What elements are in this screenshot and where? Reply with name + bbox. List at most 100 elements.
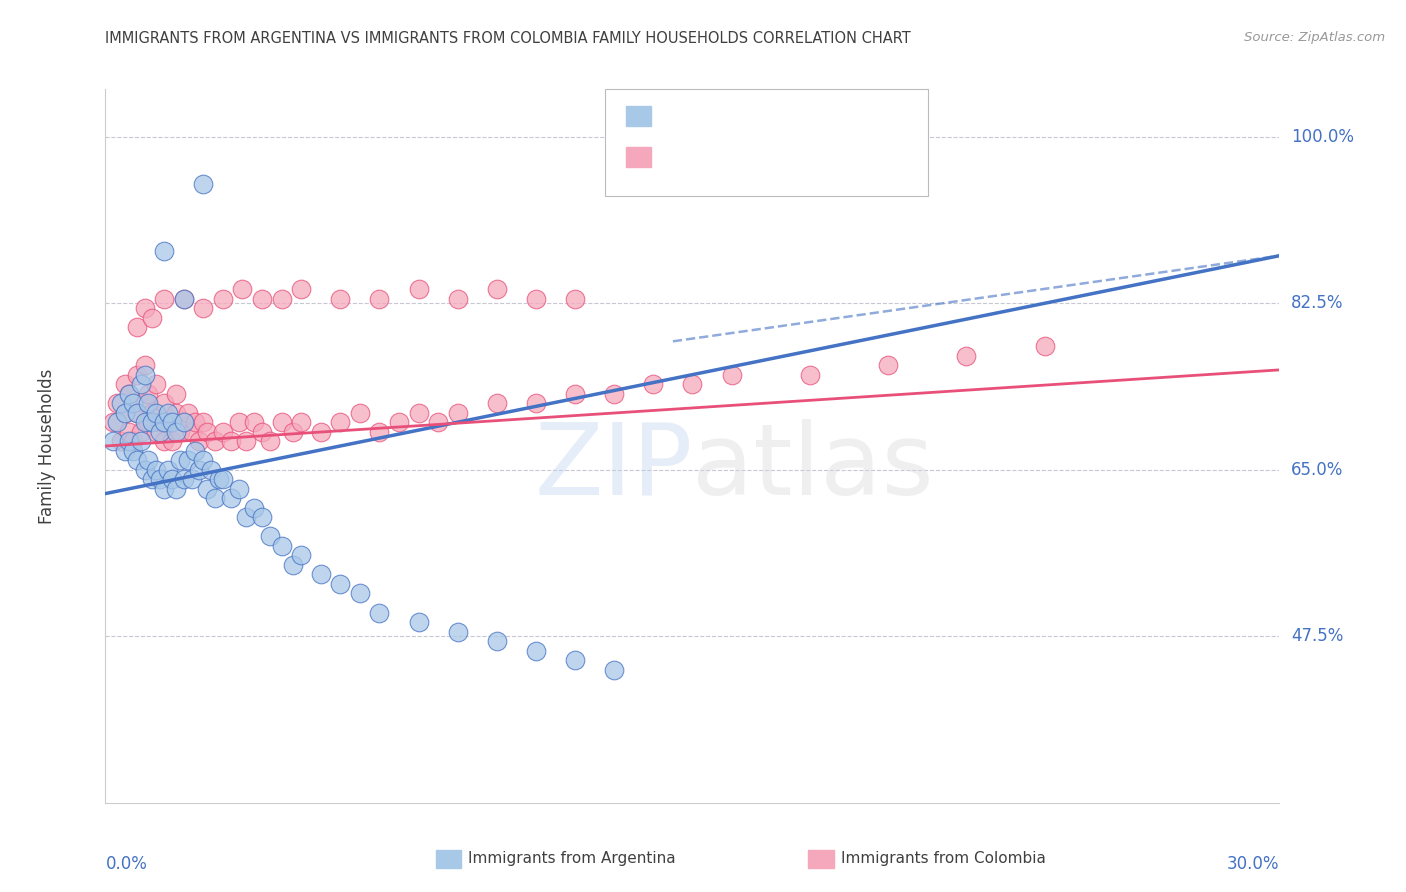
Point: [193, 415, 215, 429]
Point: [141, 406, 163, 420]
Point: [138, 415, 160, 429]
Point: [193, 178, 215, 192]
Point: [141, 472, 163, 486]
Point: [259, 529, 281, 543]
Point: [121, 434, 143, 449]
Point: [228, 482, 250, 496]
Point: [165, 406, 187, 420]
Point: [799, 368, 821, 382]
Point: [250, 510, 273, 524]
Point: [105, 415, 128, 429]
Point: [204, 434, 226, 449]
Point: [524, 643, 547, 657]
Point: [643, 377, 665, 392]
Point: [204, 491, 226, 506]
Point: [180, 472, 202, 486]
Point: [200, 463, 222, 477]
Point: [446, 624, 468, 639]
Point: [138, 386, 160, 401]
Point: [145, 406, 167, 420]
Point: [121, 443, 143, 458]
Point: [134, 358, 156, 372]
Point: [329, 415, 352, 429]
Point: [408, 615, 430, 629]
Point: [165, 482, 187, 496]
Point: [114, 406, 136, 420]
Text: Family Households: Family Households: [38, 368, 56, 524]
Point: [349, 586, 371, 600]
Point: [283, 425, 305, 439]
Point: [524, 396, 547, 410]
Point: [290, 415, 312, 429]
Point: [110, 396, 132, 410]
Point: [103, 415, 125, 429]
Point: [329, 577, 352, 591]
Point: [118, 386, 141, 401]
Point: [250, 292, 273, 306]
Point: [349, 406, 371, 420]
Text: R = 0.114: R = 0.114: [659, 148, 742, 166]
Point: [283, 558, 305, 572]
Point: [134, 368, 156, 382]
Point: [114, 406, 136, 420]
Point: [243, 415, 266, 429]
Text: Source: ZipAtlas.com: Source: ZipAtlas.com: [1244, 31, 1385, 45]
Point: [720, 368, 742, 382]
Point: [121, 396, 143, 410]
Point: [270, 415, 292, 429]
Point: [388, 415, 411, 429]
Point: [118, 425, 141, 439]
Point: [235, 510, 257, 524]
Point: [235, 434, 257, 449]
Point: [180, 425, 202, 439]
Point: [877, 358, 900, 372]
Point: [243, 500, 266, 515]
Point: [309, 425, 332, 439]
Point: [118, 434, 141, 449]
Point: [169, 425, 191, 439]
Point: [603, 386, 626, 401]
Point: [157, 415, 180, 429]
Point: [270, 292, 292, 306]
Point: [134, 301, 156, 315]
Point: [145, 377, 167, 392]
Point: [564, 653, 586, 667]
Point: [250, 425, 273, 439]
Point: [149, 425, 172, 439]
Point: [129, 377, 152, 392]
Point: [129, 425, 152, 439]
Point: [134, 396, 156, 410]
Point: [173, 415, 195, 429]
Text: IMMIGRANTS FROM ARGENTINA VS IMMIGRANTS FROM COLOMBIA FAMILY HOUSEHOLDS CORRELAT: IMMIGRANTS FROM ARGENTINA VS IMMIGRANTS …: [105, 31, 911, 46]
Point: [408, 282, 430, 296]
Point: [173, 472, 195, 486]
Point: [219, 491, 242, 506]
Text: 30.0%: 30.0%: [1227, 855, 1279, 873]
Point: [125, 368, 148, 382]
Point: [176, 406, 198, 420]
Point: [114, 443, 136, 458]
Point: [485, 282, 508, 296]
Text: 100.0%: 100.0%: [1291, 128, 1354, 145]
Point: [329, 292, 352, 306]
Point: [149, 415, 172, 429]
Text: 65.0%: 65.0%: [1291, 461, 1344, 479]
Point: [193, 301, 215, 315]
Point: [368, 606, 391, 620]
Text: Immigrants from Colombia: Immigrants from Colombia: [841, 852, 1046, 866]
Point: [955, 349, 977, 363]
Text: N = 82: N = 82: [794, 148, 856, 166]
Point: [160, 415, 183, 429]
Text: atlas: atlas: [692, 419, 934, 516]
Point: [134, 463, 156, 477]
Point: [153, 482, 176, 496]
Point: [173, 292, 195, 306]
Point: [173, 292, 195, 306]
Point: [118, 386, 141, 401]
Text: Immigrants from Argentina: Immigrants from Argentina: [468, 852, 676, 866]
Point: [408, 406, 430, 420]
Point: [228, 415, 250, 429]
Point: [153, 434, 176, 449]
Point: [157, 406, 180, 420]
Point: [208, 472, 231, 486]
